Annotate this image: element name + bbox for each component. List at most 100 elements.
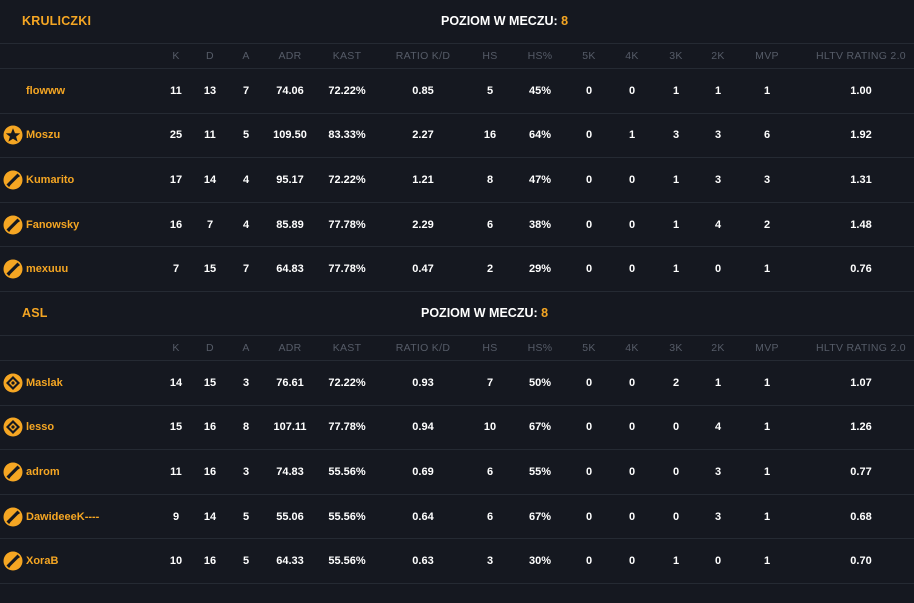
- stat-kast: 77.78%: [328, 218, 366, 231]
- column-header-hltv-rating: HLTV RATING 2.0: [816, 50, 906, 62]
- stat-5k: 0: [585, 263, 593, 276]
- stat-kast: 55.56%: [328, 510, 366, 523]
- player-cell[interactable]: adrom: [0, 450, 60, 494]
- column-header-3k: 3K: [669, 50, 683, 62]
- stat-kast: 77.78%: [328, 263, 366, 276]
- stat-headshot-pct: 67%: [528, 510, 552, 523]
- stat-mvp: 2: [763, 218, 771, 231]
- team-name[interactable]: KRULICZKI: [22, 14, 92, 28]
- diamond-rank-icon: [3, 373, 23, 393]
- stat-deaths: 13: [203, 84, 217, 97]
- player-row: Maslak 14 15 3 76.61 72.22% 0.93 7 50% 0 0 2 1 1 1.07: [0, 361, 914, 406]
- stat-assists: 3: [242, 465, 250, 478]
- player-cell[interactable]: flowww: [0, 69, 65, 113]
- match-level: POZIOM W MECZU: 8: [421, 306, 548, 320]
- player-name[interactable]: Kumarito: [26, 173, 75, 186]
- player-name[interactable]: DawideeeK----: [26, 510, 100, 523]
- stat-assists: 5: [242, 510, 250, 523]
- column-header-adr: ADR: [278, 341, 302, 354]
- column-header-adr: ADR: [278, 50, 302, 62]
- column-header-3k: 3K: [669, 341, 683, 354]
- column-header-assists: A: [242, 341, 250, 354]
- stat-assists: 5: [242, 555, 250, 568]
- stat-3k: 1: [672, 173, 680, 186]
- team-name[interactable]: ASL: [22, 305, 48, 320]
- stat-kills: 17: [169, 173, 183, 186]
- stat-ratio-kd: 0.63: [412, 555, 434, 568]
- column-header-4k: 4K: [625, 50, 639, 62]
- column-header-mvp: MVP: [755, 341, 779, 354]
- stat-adr: 74.06: [276, 84, 304, 97]
- player-name[interactable]: Fanowsky: [26, 218, 80, 231]
- player-cell[interactable]: lesso: [0, 406, 54, 450]
- column-header-kills: K: [172, 341, 180, 354]
- stat-2k: 0: [714, 263, 722, 276]
- stat-hltv-rating: 0.77: [850, 465, 872, 478]
- stat-kast: 72.22%: [328, 376, 366, 389]
- match-level-value: 8: [561, 14, 569, 28]
- player-row: mexuuu 7 15 7 64.83 77.78% 0.47 2 29% 0 0 1 0 1 0.76: [0, 247, 914, 292]
- player-name[interactable]: Moszu: [26, 129, 61, 142]
- stat-adr: 55.06: [276, 510, 304, 523]
- match-scoreboard: KRULICZKI POZIOM W MECZU: 8 K D A ADR KAST RA…: [0, 14, 914, 584]
- stat-3k: 2: [672, 376, 680, 389]
- player-cell[interactable]: Maslak: [0, 361, 63, 405]
- column-header-2k: 2K: [711, 341, 725, 354]
- column-header-headshots: HS: [482, 341, 498, 354]
- stat-adr: 109.50: [273, 129, 307, 142]
- stat-assists: 4: [242, 218, 250, 231]
- player-name[interactable]: adrom: [26, 465, 60, 478]
- stat-2k: 4: [714, 218, 722, 231]
- player-name[interactable]: lesso: [26, 421, 55, 434]
- stat-kills: 10: [169, 555, 183, 568]
- column-header-ratio-kd: RATIO K/D: [395, 50, 451, 62]
- player-name[interactable]: flowww: [26, 84, 66, 97]
- player-cell[interactable]: Fanowsky: [0, 203, 79, 247]
- stat-adr: 107.11: [273, 421, 307, 434]
- player-row: Moszu 25 11 5 109.50 83.33% 2.27 16 64% 0 1 3 3 6 1.92: [0, 114, 914, 159]
- stat-headshots: 7: [486, 376, 494, 389]
- stat-5k: 0: [585, 129, 593, 142]
- stat-mvp: 1: [763, 555, 771, 568]
- stat-headshots: 2: [486, 263, 494, 276]
- player-name[interactable]: Maslak: [26, 376, 63, 389]
- column-header-row: K D A ADR KAST RATIO K/D HS HS% 5K 4K 3K 2K MVP HLTV …: [0, 44, 914, 69]
- player-cell[interactable]: Moszu: [0, 114, 60, 158]
- stat-headshot-pct: 50%: [528, 376, 552, 389]
- stat-headshot-pct: 64%: [528, 129, 552, 142]
- team-header: ASL POZIOM W MECZU: 8: [0, 292, 914, 336]
- player-cell[interactable]: mexuuu: [0, 247, 68, 291]
- player-name[interactable]: XoraB: [26, 555, 59, 568]
- stat-mvp: 1: [763, 510, 771, 523]
- stat-deaths: 14: [203, 510, 217, 523]
- column-header-4k: 4K: [625, 341, 639, 354]
- stat-ratio-kd: 0.85: [412, 84, 434, 97]
- stat-hltv-rating: 1.07: [850, 376, 872, 389]
- stat-headshot-pct: 47%: [528, 173, 552, 186]
- stat-kills: 14: [169, 376, 183, 389]
- player-cell[interactable]: XoraB: [0, 539, 58, 583]
- column-header-kast: KAST: [332, 50, 362, 62]
- stat-hltv-rating: 1.00: [850, 84, 872, 97]
- stat-adr: 76.61: [276, 376, 304, 389]
- player-name[interactable]: mexuuu: [26, 263, 69, 276]
- stat-headshots: 3: [486, 555, 494, 568]
- player-row: Kumarito 17 14 4 95.17 72.22% 1.21 8 47% 0 0 1 3 3 1.3…: [0, 158, 914, 203]
- star-rank-icon: [3, 125, 23, 145]
- player-cell[interactable]: DawideeeK----: [0, 495, 99, 539]
- stat-assists: 7: [242, 84, 250, 97]
- stat-2k: 3: [714, 465, 722, 478]
- stat-4k: 0: [628, 421, 636, 434]
- stat-ratio-kd: 0.94: [412, 421, 434, 434]
- stat-kills: 9: [172, 510, 180, 523]
- stat-headshot-pct: 30%: [528, 555, 552, 568]
- player-cell[interactable]: Kumarito: [0, 158, 74, 202]
- column-header-ratio-kd: RATIO K/D: [395, 341, 451, 354]
- stat-deaths: 15: [203, 263, 217, 276]
- stat-4k: 1: [628, 129, 636, 142]
- stat-kills: 11: [170, 84, 182, 97]
- stat-adr: 95.17: [276, 173, 304, 186]
- stat-assists: 4: [242, 173, 250, 186]
- slash-rank-icon: [3, 462, 23, 482]
- stat-ratio-kd: 2.27: [412, 129, 434, 142]
